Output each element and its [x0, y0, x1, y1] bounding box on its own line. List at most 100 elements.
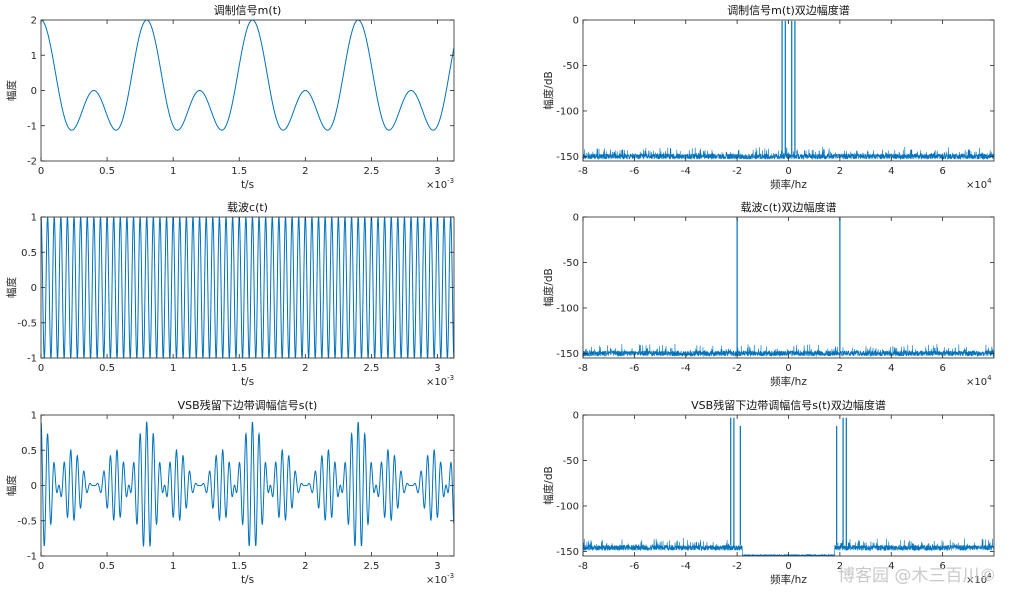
s_time-ytick-label: 1 — [31, 411, 37, 422]
s_spec-ytick-label: 0 — [573, 411, 579, 422]
c_spec-ytick-label: 0 — [573, 213, 579, 224]
s_spec-xtick-label: -4 — [681, 561, 691, 572]
s_spec-ylabel: 幅度/dB — [542, 466, 555, 504]
m_spec-xtick-label: 4 — [888, 166, 894, 177]
c_spec-x-exponent: ×104 — [966, 374, 992, 388]
s_spec-ytick-label: -100 — [556, 501, 579, 512]
s_spec-ytick-label: -50 — [563, 456, 579, 467]
s_time-xtick-label: 0.5 — [99, 561, 115, 572]
s_spec-xlabel: 频率/hz — [770, 573, 807, 586]
s_spec-xtick-label: -8 — [578, 561, 588, 572]
m_time-xtick-label: 2 — [302, 166, 308, 177]
m_time-panel: 0 0.5 1 1.5 2 2.5 3 -2 -1 0 1 2 ×10-3 调制信号m(t) t/s 幅度 — [5, 4, 455, 191]
m_spec-x-exponent: ×104 — [966, 177, 992, 191]
m_spec-xtick-label: 6 — [939, 166, 945, 177]
s_time-xtick-label: 0 — [38, 561, 44, 572]
watermark: 博客园 @木三百川© — [838, 566, 997, 586]
m_time-xtick-label: 2.5 — [363, 166, 379, 177]
m_spec-xtick-label: -6 — [629, 166, 639, 177]
c_spec-axes-box — [582, 216, 995, 359]
c_time-ytick-label: -1 — [27, 354, 37, 365]
c_time-title: 载波c(t) — [227, 201, 268, 214]
m_time-ylabel: 幅度 — [5, 80, 18, 101]
s_time-xtick-label: 1.5 — [231, 561, 247, 572]
m_spec-ytick-label: -150 — [556, 152, 579, 163]
s_time-xtick-label: 2.5 — [363, 561, 379, 572]
m_spec-xtick-label: 0 — [785, 166, 791, 177]
s_spec-panel: -8 -6 -4 -2 0 2 4 6 -150 -100 -50 0 ×104 VSB残留下边带调幅信号… — [542, 398, 995, 586]
c_spec-xtick-label: -2 — [732, 363, 742, 374]
c_spec-series-line — [583, 343, 994, 358]
s_time-ytick-label: -0.5 — [17, 516, 37, 527]
s_time-title: VSB残留下边带调幅信号s(t) — [178, 398, 318, 412]
c_spec-panel: -8 -6 -4 -2 0 2 4 6 -150 -100 -50 0 ×104 载波c(t)双边幅度谱频… — [542, 200, 995, 388]
m_spec-series-line — [583, 146, 994, 161]
m_spec-xtick-label: -8 — [578, 166, 588, 177]
s_time-xtick-label: 2 — [302, 561, 308, 572]
m_spec-ylabel: 幅度/dB — [542, 71, 555, 109]
m_spec-ytick-label: -50 — [563, 61, 579, 72]
s_time-xtick-label: 1 — [170, 561, 176, 572]
c_time-xtick-label: 3 — [434, 363, 440, 374]
s_spec-xtick-label: 6 — [939, 561, 945, 572]
m_spec-xtick-label: 2 — [837, 166, 843, 177]
m_time-xtick-label: 1.5 — [231, 166, 247, 177]
c_time-xtick-label: 2 — [302, 363, 308, 374]
c_spec-xtick-label: -6 — [629, 363, 639, 374]
c_spec-xtick-label: -8 — [578, 363, 588, 374]
c_time-panel: 0 0.5 1 1.5 2 2.5 3 -1 -0.5 0 0.5 1 ×10-3 载波c(t) t/s 幅度 — [5, 201, 455, 388]
m_time-x-exponent: ×10-3 — [426, 177, 454, 191]
c_time-xtick-label: 0 — [38, 363, 44, 374]
m_time-ytick-label: 1 — [31, 51, 37, 62]
m_time-title: 调制信号m(t) — [214, 4, 282, 17]
m_time-ytick-label: 2 — [31, 16, 37, 27]
s_time-xlabel: t/s — [241, 574, 254, 586]
m_time-xtick-label: 0 — [38, 166, 44, 177]
c_time-ytick-label: 0 — [31, 283, 37, 294]
c_spec-xtick-label: 0 — [785, 363, 791, 374]
c_time-ytick-label: 1 — [31, 213, 37, 224]
m_spec-panel: -8 -6 -4 -2 0 2 4 6 -150 -100 -50 0 ×104 调制信号m(t)双边幅度… — [542, 3, 995, 191]
c_time-ytick-label: -0.5 — [17, 318, 37, 329]
m_spec-xtick-label: -4 — [681, 166, 691, 177]
s_spec-xtick-label: -6 — [629, 561, 639, 572]
s_spec-axes-box — [582, 414, 995, 557]
c_spec-ytick-label: -50 — [563, 258, 579, 269]
s_time-ytick-label: -1 — [27, 552, 37, 563]
m_spec-axes-box — [582, 19, 995, 162]
m_spec-xlabel: 频率/hz — [770, 178, 807, 191]
c_time-xtick-label: 2.5 — [363, 363, 379, 374]
s_time-x-exponent: ×10-3 — [426, 572, 454, 586]
c_time-xtick-label: 0.5 — [99, 363, 115, 374]
c_time-series-line — [41, 217, 454, 358]
m_time-ytick-label: -2 — [27, 157, 37, 168]
m_time-xlabel: t/s — [241, 179, 254, 191]
m_time-axes-box — [40, 19, 455, 162]
s_spec-xtick-label: 0 — [785, 561, 791, 572]
c_spec-ylabel: 幅度/dB — [542, 268, 555, 306]
m_time-series-line — [41, 20, 454, 131]
m_spec-title: 调制信号m(t)双边幅度谱 — [727, 3, 850, 17]
c_spec-xtick-label: -4 — [681, 363, 691, 374]
c_spec-xtick-label: 2 — [837, 363, 843, 374]
s_spec-x-exponent: ×104 — [966, 572, 992, 586]
c_spec-ytick-label: -100 — [556, 303, 579, 314]
c_spec-xtick-label: 4 — [888, 363, 894, 374]
c_spec-xlabel: 频率/hz — [770, 375, 807, 388]
c_time-ylabel: 幅度 — [5, 277, 18, 298]
s_spec-ytick-label: -150 — [556, 547, 579, 558]
m_spec-ytick-label: -100 — [556, 106, 579, 117]
c_time-xlabel: t/s — [241, 376, 254, 388]
c_time-xtick-label: 1 — [170, 363, 176, 374]
m_time-xtick-label: 3 — [434, 166, 440, 177]
m_time-ytick-label: -1 — [27, 121, 37, 132]
c_spec-xtick-label: 6 — [939, 363, 945, 374]
c_time-xtick-label: 1.5 — [231, 363, 247, 374]
c_time-x-exponent: ×10-3 — [426, 374, 454, 388]
s_time-ytick-label: 0 — [31, 481, 37, 492]
s_spec-xtick-label: 2 — [837, 561, 843, 572]
c_time-ytick-label: 0.5 — [21, 248, 37, 259]
m_spec-ytick-label: 0 — [573, 16, 579, 27]
s_spec-xtick-label: 4 — [888, 561, 894, 572]
s_time-ytick-label: 0.5 — [21, 446, 37, 457]
